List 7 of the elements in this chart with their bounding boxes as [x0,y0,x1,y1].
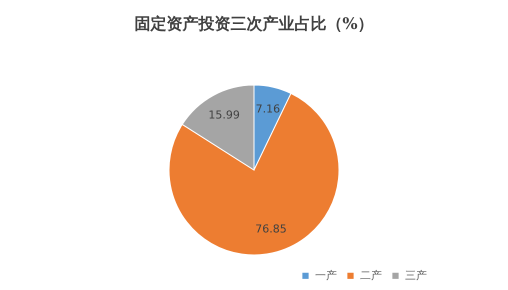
data-label: 15.99 [208,108,240,122]
legend-label: 一产 [315,268,337,282]
data-label: 76.85 [255,222,287,236]
data-label: 7.16 [256,102,280,116]
legend-label: 二产 [360,268,382,282]
chart-title: 固定资产投资三次产业占比（%） [134,14,374,33]
legend-label: 三产 [405,268,427,282]
